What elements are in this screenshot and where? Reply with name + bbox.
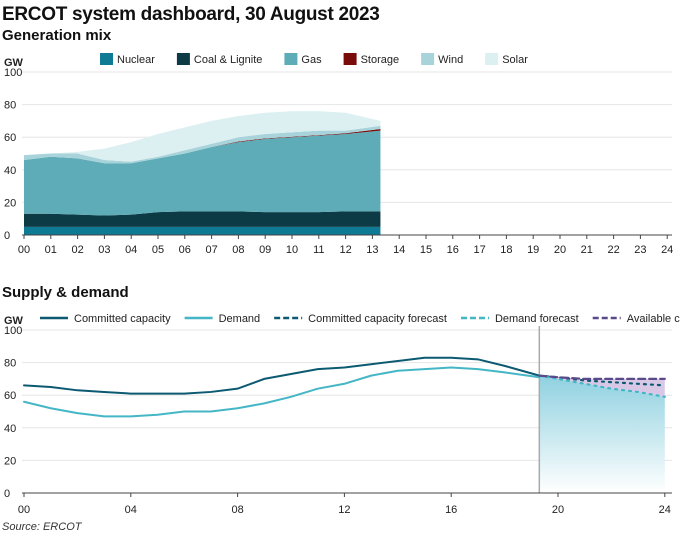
x-tick-label: 08 [231, 504, 243, 516]
demand-forecast-fill [539, 375, 665, 493]
legend-label: Gas [301, 54, 322, 66]
x-tick-label: 01 [45, 244, 57, 256]
x-tick-label: 20 [554, 244, 566, 256]
legend-swatch [100, 53, 113, 65]
y-axis-label: GW [4, 57, 24, 69]
y-tick-label: 80 [4, 100, 16, 112]
x-tick-label: 06 [179, 244, 191, 256]
source-note: Source: ERCOT [2, 521, 82, 533]
legend-swatch [176, 53, 190, 65]
area-wind [24, 125, 381, 164]
legend-label: Nuclear [117, 54, 155, 66]
legend-swatch [421, 53, 435, 65]
x-tick-label: 20 [552, 504, 564, 516]
x-tick-label: 23 [634, 244, 646, 256]
y-tick-label: 40 [4, 423, 16, 435]
legend-label: Demand forecast [495, 313, 579, 325]
y-tick-label: 100 [4, 67, 22, 79]
line-demand-forecast [538, 374, 666, 398]
x-tick-label: 12 [339, 244, 351, 256]
x-tick-label: 18 [500, 244, 512, 256]
x-tick-label: 02 [71, 244, 83, 256]
x-tick-label: 04 [125, 504, 137, 516]
legend-swatch [485, 53, 499, 65]
area-solar [24, 111, 381, 162]
y-tick-label: 80 [4, 358, 16, 370]
x-tick-label: 07 [205, 244, 217, 256]
y-tick-label: 40 [4, 165, 16, 177]
line-demand [23, 366, 541, 418]
x-tick-label: 16 [445, 504, 457, 516]
chart-title-supply: Supply & demand [2, 284, 129, 301]
x-tick-label: 13 [366, 244, 378, 256]
line-available-capacity [538, 374, 666, 380]
x-tick-label: 00 [18, 244, 30, 256]
x-tick-label: 08 [232, 244, 244, 256]
y-tick-label: 60 [4, 132, 16, 144]
legend-label: Committed capacity [74, 313, 171, 325]
legend-label: Wind [438, 54, 463, 66]
x-tick-label: 16 [447, 244, 459, 256]
legend-swatch [284, 53, 298, 65]
y-tick-label: 60 [4, 390, 16, 402]
area-gas [24, 130, 381, 216]
x-tick-label: 24 [659, 504, 671, 516]
x-tick-label: 24 [661, 244, 673, 256]
x-tick-label: 17 [473, 244, 485, 256]
x-tick-label: 11 [313, 244, 324, 256]
line-committed-capacity [23, 356, 541, 395]
x-tick-label: 14 [393, 244, 405, 256]
x-tick-label: 21 [581, 244, 593, 256]
x-tick-label: 22 [607, 244, 619, 256]
y-tick-label: 0 [4, 230, 10, 242]
legend-label: Storage [361, 54, 400, 66]
legend-swatch [343, 53, 357, 65]
y-axis-label: GW [4, 315, 24, 327]
y-tick-label: 0 [4, 488, 10, 500]
chart-title-generation: Generation mix [2, 27, 112, 44]
legend-label: Demand [219, 313, 261, 325]
area-coal-lignite [24, 211, 381, 227]
x-tick-label: 00 [18, 504, 30, 516]
x-tick-label: 12 [338, 504, 350, 516]
legend-label: Committed capacity forecast [308, 313, 447, 325]
page-title: ERCOT system dashboard, 30 August 2023 [2, 4, 380, 25]
x-tick-label: 15 [420, 244, 432, 256]
legend-label: Solar [502, 54, 528, 66]
y-tick-label: 20 [4, 197, 16, 209]
legend-label: Available capacity [627, 313, 680, 325]
x-tick-label: 09 [259, 244, 271, 256]
legend-label: Coal & Lignite [194, 54, 263, 66]
x-tick-label: 19 [527, 244, 539, 256]
y-tick-label: 100 [4, 325, 22, 337]
x-tick-label: 10 [286, 244, 298, 256]
x-tick-label: 03 [98, 244, 110, 256]
area-nuclear [24, 226, 381, 235]
x-tick-label: 04 [125, 244, 137, 256]
x-tick-label: 05 [152, 244, 164, 256]
y-tick-label: 20 [4, 455, 16, 467]
